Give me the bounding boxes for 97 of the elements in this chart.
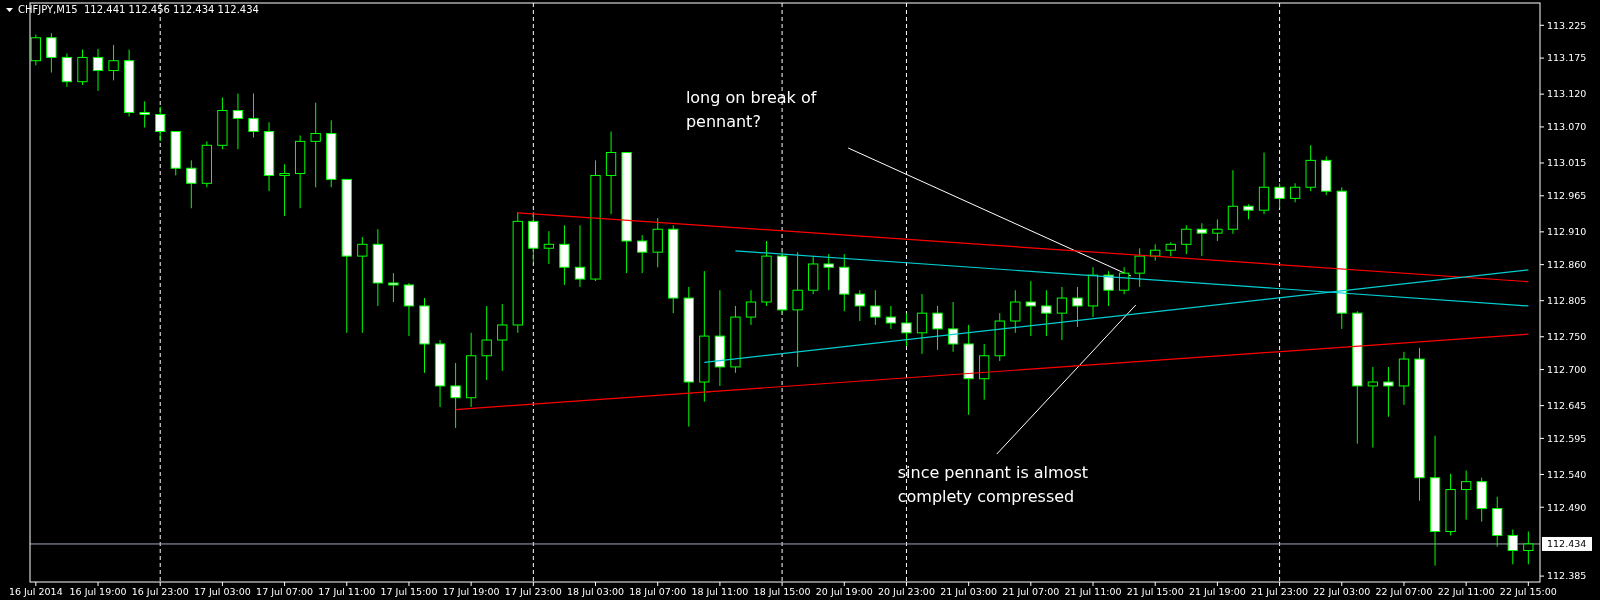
candlestick — [1025, 280, 1036, 337]
candlestick — [139, 100, 150, 129]
x-tick-label: 17 Jul 15:00 — [380, 586, 438, 597]
candlestick — [979, 343, 990, 401]
candlestick — [1507, 529, 1518, 565]
candlestick — [46, 32, 57, 74]
candlestick — [559, 224, 570, 286]
candlestick — [388, 272, 399, 303]
candlestick — [310, 102, 321, 188]
candlestick — [155, 106, 166, 142]
y-tick-label: 112.965 — [1547, 190, 1587, 202]
candlestick — [279, 163, 290, 217]
y-tick-label: 113.070 — [1547, 121, 1587, 133]
x-tick-label: 21 Jul 03:00 — [940, 586, 998, 597]
x-tick-label: 17 Jul 03:00 — [193, 586, 251, 597]
x-tick-label: 16 Jul 23:00 — [131, 586, 189, 597]
x-tick-label: 17 Jul 07:00 — [256, 586, 314, 597]
candlestick — [745, 289, 757, 326]
candlestick — [1103, 270, 1114, 307]
candlestick — [1367, 366, 1379, 449]
y-tick-label: 112.700 — [1547, 363, 1587, 375]
x-tick-label: 17 Jul 23:00 — [504, 586, 562, 597]
x-tick-label: 22 Jul 15:00 — [1499, 586, 1557, 597]
x-tick-label: 20 Jul 19:00 — [815, 586, 873, 597]
y-tick-label: 112.750 — [1547, 331, 1587, 343]
candlestick — [450, 362, 461, 429]
candlestick — [870, 289, 881, 326]
y-tick-label: 113.175 — [1547, 52, 1587, 64]
x-tick-label: 22 Jul 07:00 — [1375, 586, 1433, 597]
annotation: since pennant is almost complety compressed — [897, 463, 1089, 506]
candlestick — [854, 289, 865, 322]
candlestick — [1134, 247, 1145, 288]
x-tick-label: 16 Jul 19:00 — [69, 586, 127, 597]
x-tick-label: 22 Jul 11:00 — [1437, 586, 1495, 597]
x-tick-label: 16 Jul 2014 — [8, 586, 63, 597]
candlestick — [92, 48, 104, 92]
x-tick-label: 18 Jul 11:00 — [691, 586, 749, 597]
candlestick — [885, 305, 897, 330]
candlestick — [932, 305, 943, 351]
candlestick — [1118, 266, 1130, 295]
y-tick-label: 112.860 — [1547, 258, 1587, 270]
x-tick-label: 17 Jul 11:00 — [318, 586, 376, 597]
candlestick — [1227, 169, 1239, 235]
y-tick-label: 113.120 — [1547, 88, 1587, 100]
candlestick — [1056, 286, 1068, 341]
y-tick-label: 112.490 — [1547, 501, 1587, 513]
candlestick — [403, 282, 415, 337]
candlestick — [357, 236, 368, 334]
x-tick-label: 21 Jul 19:00 — [1188, 586, 1246, 597]
chart-title: CHFJPY,M15 112.441 112.456 112.434 112.434 — [18, 4, 259, 15]
candlestick — [1072, 286, 1083, 328]
x-tick-label: 18 Jul 03:00 — [567, 586, 625, 597]
candlestick — [1523, 531, 1534, 565]
y-tick-label: 113.015 — [1547, 157, 1587, 169]
candlestick — [1041, 289, 1052, 337]
ref-line-label: 112.434 — [1547, 538, 1587, 550]
y-tick-label: 113.225 — [1547, 19, 1587, 31]
candlestick — [1010, 289, 1021, 334]
y-tick-label: 112.385 — [1547, 570, 1587, 582]
candlestick — [108, 44, 119, 81]
y-tick-label: 112.595 — [1547, 432, 1587, 444]
x-tick-label: 21 Jul 15:00 — [1126, 586, 1184, 597]
annotation: long on break of pennant? — [685, 88, 817, 131]
x-tick-label: 21 Jul 07:00 — [1002, 586, 1060, 597]
y-tick-label: 112.645 — [1547, 399, 1587, 411]
candlestick — [481, 305, 492, 381]
candlestick — [1289, 182, 1301, 203]
x-tick-label: 18 Jul 15:00 — [753, 586, 811, 597]
candlestick — [232, 92, 244, 150]
candlestick — [652, 217, 663, 268]
candlestick — [30, 33, 41, 66]
y-tick-label: 112.540 — [1547, 468, 1587, 480]
y-tick-label: 112.910 — [1547, 226, 1587, 238]
candlestick — [916, 293, 928, 355]
candlestick — [1460, 470, 1472, 521]
y-tick-label: 112.805 — [1547, 295, 1587, 307]
candlestick — [792, 251, 803, 368]
x-tick-label: 22 Jul 03:00 — [1313, 586, 1371, 597]
candlestick — [1212, 218, 1223, 242]
x-tick-label: 17 Jul 19:00 — [442, 586, 500, 597]
candlestick — [248, 92, 259, 138]
candlestick — [497, 303, 508, 372]
x-tick-label: 18 Jul 07:00 — [629, 586, 687, 597]
x-tick-label: 21 Jul 11:00 — [1064, 586, 1122, 597]
candlestick — [574, 224, 586, 288]
candlestick — [1383, 366, 1394, 418]
candlestick — [637, 234, 648, 274]
candlestick — [543, 230, 555, 265]
candlestick — [823, 253, 834, 291]
candlestick — [186, 159, 197, 209]
candlestick — [947, 301, 959, 353]
candlestick — [605, 131, 617, 215]
candlestick — [1258, 152, 1270, 215]
x-tick-label: 21 Jul 23:00 — [1251, 586, 1309, 597]
x-tick-label: 20 Jul 23:00 — [877, 586, 935, 597]
candlestick — [1181, 224, 1192, 255]
candlestick — [1196, 222, 1208, 257]
